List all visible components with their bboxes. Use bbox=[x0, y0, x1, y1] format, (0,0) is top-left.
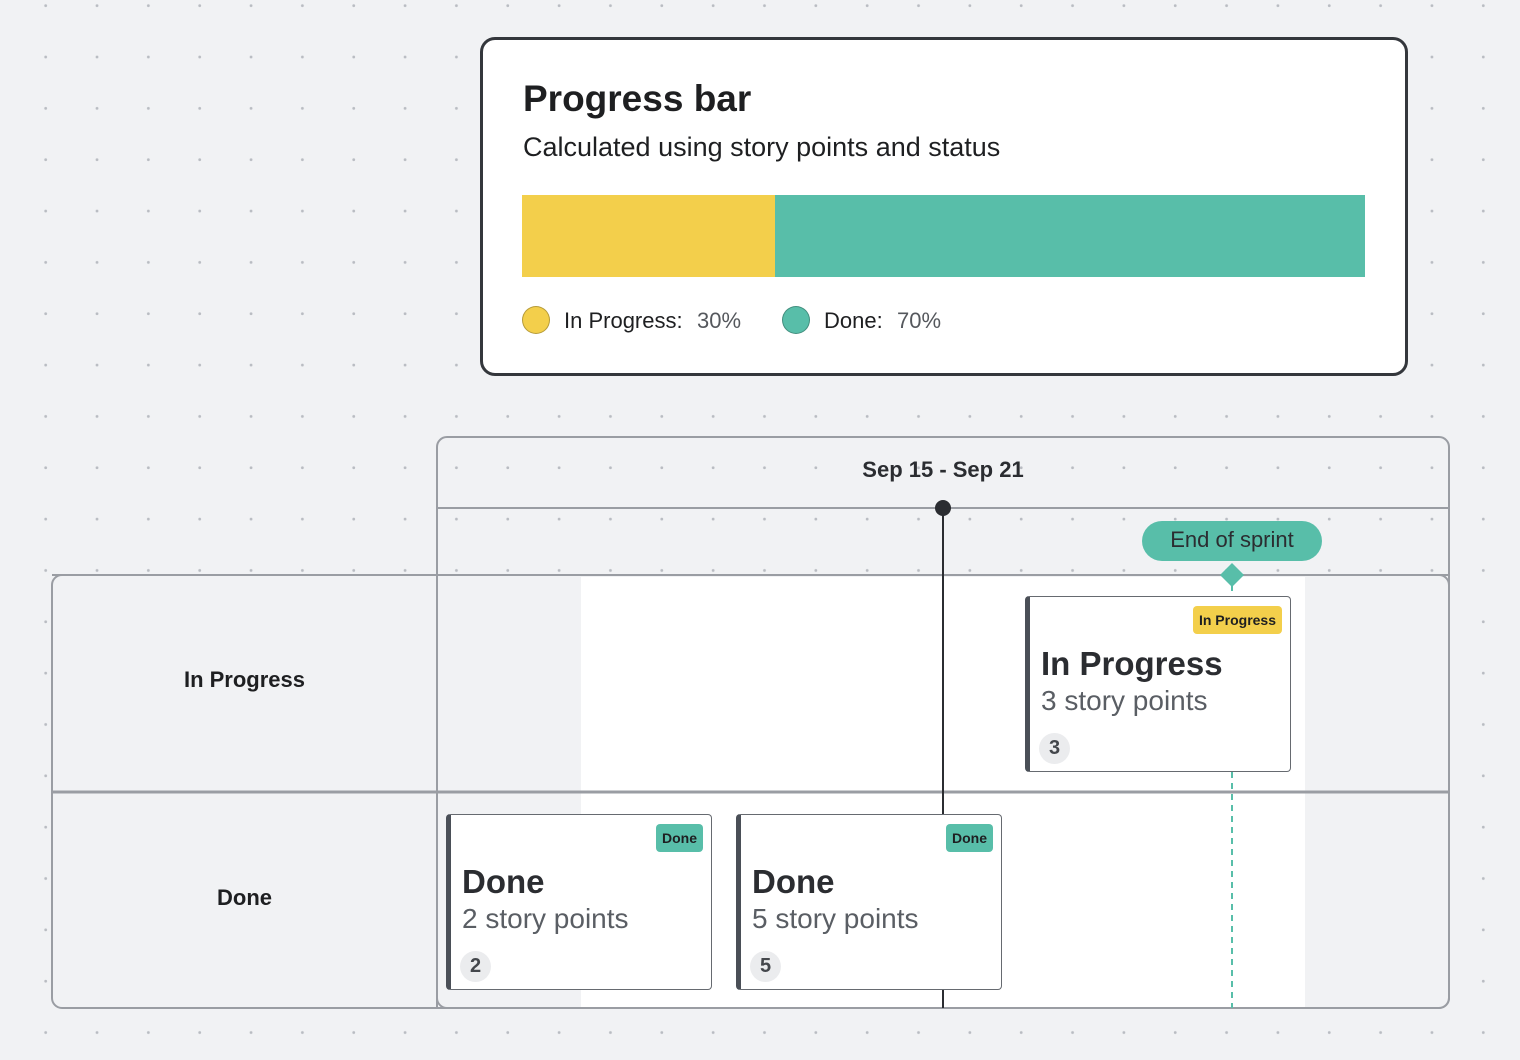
marker-diamond bbox=[1220, 563, 1244, 587]
card-title: Done bbox=[462, 863, 545, 900]
card-title: In Progress bbox=[1041, 645, 1223, 682]
card-subtitle: 5 story points bbox=[752, 903, 919, 934]
task-card: Done Done 2 story points 2 bbox=[446, 814, 712, 990]
status-tag: Done bbox=[946, 824, 993, 852]
legend-value: 70% bbox=[897, 308, 942, 333]
marker-pill bbox=[1142, 521, 1322, 561]
card-subtitle: 2 story points bbox=[462, 903, 629, 934]
legend-name: In Progress: bbox=[564, 308, 683, 333]
task-card: Done Done 5 story points 5 bbox=[736, 814, 1002, 990]
legend-dot bbox=[522, 306, 550, 334]
timeline-header: Sep 15 - Sep 21 bbox=[862, 457, 1023, 482]
today-dot bbox=[935, 500, 951, 516]
progress-card: Progress bar Calculated using story poin… bbox=[480, 37, 1408, 376]
points-badge: 5 bbox=[750, 951, 781, 982]
marker-label: End of sprint bbox=[1170, 527, 1294, 552]
points-badge: 2 bbox=[460, 951, 491, 982]
row-label: Done bbox=[217, 885, 272, 910]
task-card: In Progress In Progress 3 story points 3 bbox=[1025, 596, 1291, 772]
card-subtitle: 3 story points bbox=[1041, 685, 1208, 716]
points-badge: 3 bbox=[1039, 733, 1070, 764]
status-tag: Done bbox=[656, 824, 703, 852]
status-tag: In Progress bbox=[1192, 606, 1282, 634]
row-label: In Progress bbox=[183, 667, 306, 692]
progress-segment bbox=[522, 195, 775, 277]
progress-title: Progress bar bbox=[523, 78, 752, 119]
progress-segment bbox=[774, 195, 1365, 277]
legend-value: 30% bbox=[697, 308, 742, 333]
card-title: Done bbox=[752, 863, 835, 900]
progress-subtitle: Calculated using story points and status bbox=[523, 132, 1001, 162]
legend-name: Done: bbox=[824, 308, 883, 333]
legend-dot bbox=[782, 306, 810, 334]
